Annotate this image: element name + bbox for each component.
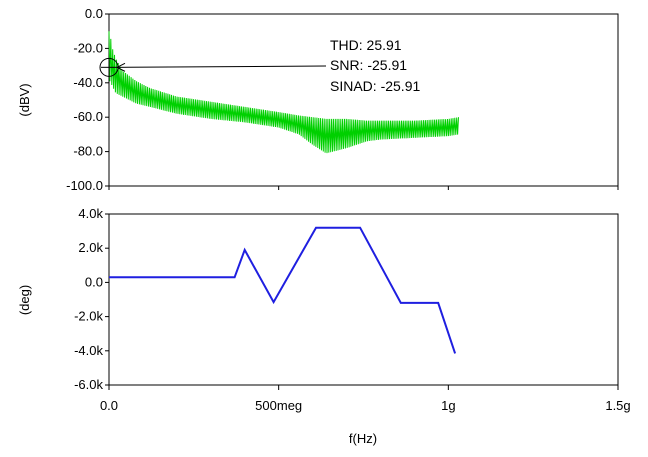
phase-ytick-label: -6.0k (74, 377, 103, 392)
phase-xtick-label: 500meg (255, 398, 302, 413)
phase-series-line (109, 226, 457, 354)
phase-xtick-label: 0.0 (100, 398, 118, 413)
sinad-label: SINAD: -25.91 (330, 78, 420, 94)
frequency-xlabel: f(Hz) (349, 431, 377, 446)
phase-ytick-label: 0.0 (85, 274, 103, 289)
magnitude-ytick-label: 0.0 (85, 6, 103, 21)
magnitude-ylabel: (dBV) (17, 83, 32, 116)
phase-ytick-label: -4.0k (74, 343, 103, 358)
magnitude-ytick-label: -100.0 (66, 178, 103, 193)
magnitude-ytick-label: -20.0 (73, 40, 103, 55)
magnitude-plot-frame (108, 13, 619, 187)
marker-leader-line (116, 65, 327, 68)
thd-label: THD: 25.91 (330, 37, 402, 53)
magnitude-ytick-label: -80.0 (73, 144, 103, 159)
phase-xtick-label: 1.5g (605, 398, 630, 413)
phase-ytick-label: -2.0k (74, 309, 103, 324)
phase-ytick-label: 2.0k (78, 240, 103, 255)
measurement-annotation: THD: 25.91 SNR: -25.91 SINAD: -25.91 (99, 37, 420, 94)
phase-xtick-label: 1g (441, 398, 455, 413)
magnitude-ytick-label: -40.0 (73, 75, 103, 90)
phase-ytick-label: 4.0k (78, 206, 103, 221)
snr-label: SNR: -25.91 (330, 57, 407, 73)
phase-plot-frame (108, 213, 619, 386)
phase-ylabel: (deg) (17, 285, 32, 315)
magnitude-plot: 0.0 -20.0 -40.0 -60.0 -80.0 -100.0 (dBV) THD:… (17, 6, 619, 193)
phase-plot: 4.0k 2.0k 0.0 -2.0k -4.0k -6.0k 0.0 500meg 1g 1.… (17, 206, 631, 446)
marker-arrowhead (115, 62, 126, 72)
magnitude-ytick-label: -60.0 (73, 109, 103, 124)
magnitude-series-line (108, 31, 459, 154)
